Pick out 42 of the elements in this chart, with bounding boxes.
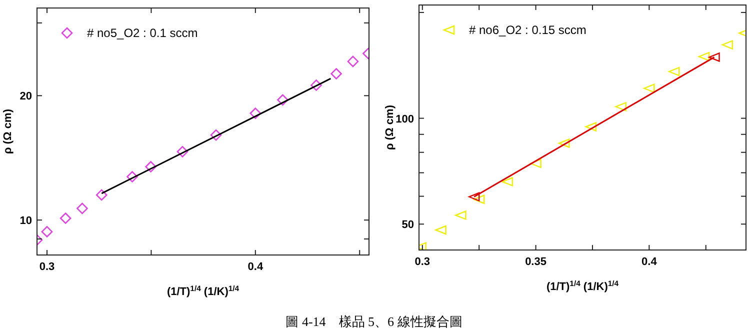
point [210,129,222,141]
y-tick-label: 100 [396,113,414,126]
point [455,210,466,220]
caption: 圖 4-14 樣品 5、6 線性擬合圖 [286,314,462,329]
point [668,66,680,76]
y-tick-label: 20 [20,90,32,103]
point [41,226,53,238]
point [558,138,570,148]
x-tick-label: 0.35 [525,256,546,268]
point [722,40,734,50]
point [435,225,446,235]
y-tick-label: 10 [20,215,32,228]
point [250,108,262,119]
legend-label: # no5_O2 : 0.1 sccm [87,26,198,40]
point [145,161,156,172]
point [585,122,597,132]
point [277,94,288,106]
y-axis-title: ρ (Ω cm) [384,104,396,150]
x-axis-title: (1/T)$^{1/4}$ (1/K)$^{1/4}$ [166,284,240,298]
point [60,212,72,224]
x-tick-label: 0.3 [414,256,430,268]
point [698,52,710,62]
y-axis-title: ρ (Ω cm) [2,108,14,154]
point [468,192,480,202]
point [473,194,485,204]
point [347,56,359,68]
x-axis-title: (1/T)$^{1/4}$ (1/K)$^{1/4}$ [546,278,620,293]
point [76,202,88,214]
x-tick-label: 0.3 [39,261,55,273]
point [644,84,655,93]
point [126,171,138,182]
x-tick-label: 0.4 [642,256,658,268]
point [530,158,542,168]
y-tick-label: 50 [402,219,414,232]
point [615,102,626,112]
point [310,80,322,91]
legend-label: # no6_O2 : 0.15 sccm [469,23,586,37]
point [330,68,342,80]
point [502,177,514,186]
point [96,189,108,201]
point [176,146,188,158]
x-tick-label: 0.4 [248,261,264,273]
